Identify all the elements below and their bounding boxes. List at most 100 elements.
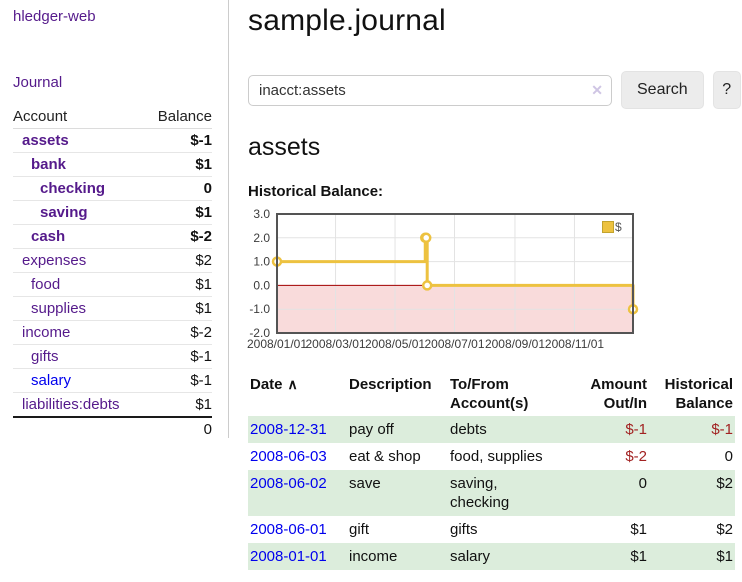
account-row: income $-2: [13, 320, 212, 345]
account-balance: $1: [144, 200, 212, 225]
sidebar-item-journal[interactable]: Journal: [13, 74, 63, 91]
sort-ascending-icon: ∧: [287, 376, 298, 392]
accounts-total-row: 0: [13, 416, 212, 441]
series-swatch-icon: [602, 221, 614, 233]
account-link-expenses[interactable]: expenses: [22, 251, 87, 269]
register-cell-date: 2008-12-31: [248, 416, 347, 443]
accounts-total-value: 0: [144, 416, 212, 441]
series-label: $: [615, 220, 622, 234]
account-row: gifts $-1: [13, 344, 212, 369]
clear-icon[interactable]: ✕: [591, 81, 603, 98]
account-balance: $-2: [144, 320, 212, 345]
register-header-date[interactable]: Date ∧: [250, 376, 298, 393]
register-cell-accounts: gifts: [450, 521, 478, 538]
account-balance: $1: [144, 296, 212, 321]
register-cell-accounts: saving, checking: [450, 475, 510, 511]
svg-text:2008/07/01: 2008/07/01: [424, 337, 484, 351]
account-link-supplies[interactable]: supplies: [31, 299, 87, 317]
account-link-assets[interactable]: assets: [22, 131, 69, 149]
register-row: 2008-12-31 pay off debts $-1 $-1: [248, 416, 735, 443]
register-cell-date: 2008-06-01: [248, 516, 347, 543]
register-cell-accounts: food, supplies: [450, 448, 543, 465]
svg-text:2008/03/01: 2008/03/01: [305, 337, 365, 351]
account-balance: $1: [144, 152, 212, 177]
account-row: assets $-1: [13, 129, 212, 153]
register-cell-description: save: [349, 475, 381, 492]
accounts-header-account: Account: [13, 105, 145, 129]
account-balance: $1: [144, 272, 212, 297]
register-cell-description: eat & shop: [349, 448, 421, 465]
search-input-wrap: ✕: [248, 74, 612, 106]
register-cell-accounts: salary: [450, 548, 491, 565]
page-title: sample.journal: [248, 4, 446, 37]
search-input[interactable]: [248, 74, 612, 106]
help-button[interactable]: ?: [712, 71, 741, 109]
svg-text:-1.0: -1.0: [249, 302, 270, 316]
register-cell-description: income: [349, 548, 398, 565]
register-cell-amount: $1: [630, 548, 647, 565]
account-balance: $-1: [144, 344, 212, 369]
register-header-balance[interactable]: Historical Balance: [664, 376, 733, 412]
transaction-date-link[interactable]: 2008-06-03: [250, 448, 327, 465]
register-cell-date: 2008-06-03: [248, 443, 347, 470]
account-balance: $-1: [190, 131, 212, 149]
app-title-link[interactable]: hledger-web: [13, 8, 96, 25]
chart-canvas: 3.0 2.0 1.0 0.0 -1.0 -2.02008/01/012008/03/01…: [247, 207, 639, 351]
account-row: food $1: [13, 272, 212, 297]
accounts-table-body: assets $-1 bank $1 checking 0 saving $1 cash $-2 e…: [13, 129, 212, 417]
account-link-income[interactable]: income: [22, 323, 71, 341]
register-cell-balance: $-1: [711, 421, 733, 438]
svg-text:-2.0: -2.0: [249, 326, 270, 340]
account-link-checking[interactable]: checking: [40, 179, 106, 197]
transaction-date-link[interactable]: 2008-01-01: [250, 548, 327, 565]
register-cell-balance: 0: [724, 448, 733, 465]
register-cell-description: gift: [349, 521, 370, 538]
register-cell-date: 2008-01-01: [248, 543, 347, 570]
register-cell-balance: $1: [716, 548, 733, 565]
register-table-body: 2008-12-31 pay off debts $-1 $-1 2008-06-03 ea…: [248, 416, 735, 570]
accounts-table: Account Balance assets $-1 bank $1 checking 0…: [13, 105, 212, 441]
account-balance: $-1: [144, 368, 212, 393]
svg-text:2008/01/01: 2008/01/01: [247, 337, 307, 351]
account-link-bank[interactable]: bank: [31, 155, 67, 173]
svg-text:0.0: 0.0: [253, 278, 270, 292]
register-cell-description: pay off: [349, 421, 394, 438]
svg-text:2008/05/01: 2008/05/01: [365, 337, 425, 351]
register-header-amount[interactable]: Amount Out/In: [590, 376, 647, 412]
register-table: Date ∧ Description To/From Account(s) Amo…: [248, 373, 735, 570]
account-link-food[interactable]: food: [31, 275, 61, 293]
svg-text:2008/11/01: 2008/11/01: [545, 337, 604, 351]
account-link-salary[interactable]: salary: [31, 371, 72, 389]
chart-title: Historical Balance:: [248, 183, 384, 200]
account-link-cash[interactable]: cash: [31, 227, 66, 245]
search-bar: ✕ Search ?: [248, 71, 742, 109]
register-cell-balance: $2: [716, 521, 733, 538]
account-balance: $2: [144, 248, 212, 273]
account-link-liabilities-debts[interactable]: liabilities:debts: [22, 395, 120, 413]
transaction-date-link[interactable]: 2008-06-01: [250, 521, 327, 538]
register-cell-amount: $1: [630, 521, 647, 538]
account-heading: assets: [248, 133, 321, 161]
svg-text:1.0: 1.0: [253, 255, 270, 269]
search-button[interactable]: Search: [621, 71, 704, 109]
transaction-date-link[interactable]: 2008-06-02: [250, 475, 327, 492]
accounts-total-spacer: [13, 416, 145, 441]
register-cell-amount: 0: [638, 475, 647, 492]
account-row: liabilities:debts $1: [13, 392, 212, 417]
account-balance: $1: [144, 392, 212, 417]
accounts-header-balance: Balance: [144, 105, 212, 129]
account-link-gifts[interactable]: gifts: [31, 347, 59, 365]
chart-legend: $: [600, 219, 624, 235]
register-header-description[interactable]: Description: [349, 376, 432, 393]
account-row: expenses $2: [13, 248, 212, 273]
register-row: 2008-06-01 gift gifts $1 $2: [248, 516, 735, 543]
account-row: bank $1: [13, 152, 212, 177]
account-link-saving[interactable]: saving: [40, 203, 88, 221]
transaction-date-link[interactable]: 2008-12-31: [250, 421, 327, 438]
account-balance: 0: [144, 176, 212, 201]
svg-text:2.0: 2.0: [253, 231, 270, 245]
register-header-accounts[interactable]: To/From Account(s): [450, 376, 529, 412]
account-row: supplies $1: [13, 296, 212, 321]
account-row: cash $-2: [13, 224, 212, 249]
historical-balance-chart: 3.0 2.0 1.0 0.0 -1.0 -2.0 2008/01/01 2008/03/01…: [247, 207, 645, 354]
